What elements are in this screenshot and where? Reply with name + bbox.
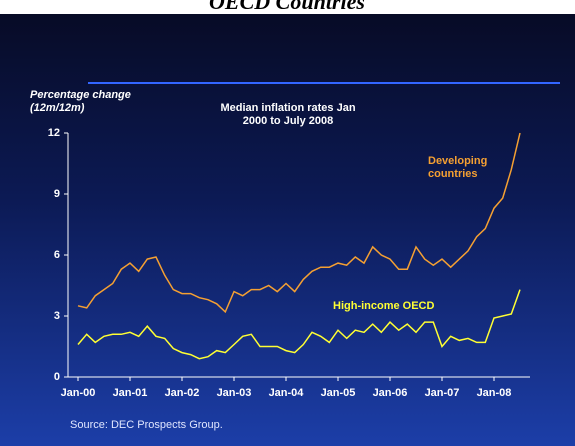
y-tick-label: 0 [54,371,60,383]
x-tick-label: Jan-03 [217,387,252,399]
x-tick-label: Jan-02 [165,387,200,399]
series-label: Developing countries [428,155,488,180]
y-tick-label: 12 [48,127,60,139]
x-tick-label: Jan-00 [61,387,96,399]
page-title: OECD Countries [209,0,365,14]
y-axis-label: Percentage change (12m/12m) [30,89,131,114]
x-tick-label: Jan-05 [321,387,356,399]
y-tick-label: 9 [54,188,60,200]
chart-title: Median inflation rates Jan 2000 to July … [220,102,356,127]
x-tick-label: Jan-08 [477,387,512,399]
series-line [77,289,521,360]
x-tick-label: Jan-07 [425,387,460,399]
y-tick-label: 3 [54,310,60,322]
x-tick-label: Jan-06 [373,387,408,399]
y-tick-label: 6 [54,249,60,261]
source-note: Source: DEC Prospects Group. [70,419,223,431]
x-tick-label: Jan-04 [269,387,305,399]
series-line [77,132,521,314]
x-tick-label: Jan-01 [113,387,148,399]
series-label: High-income OECD [333,300,435,312]
